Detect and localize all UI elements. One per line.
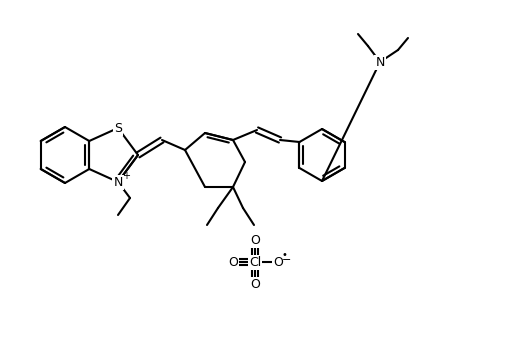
Text: O: O (273, 255, 283, 269)
Text: −: − (282, 255, 291, 265)
Text: •: • (281, 250, 287, 260)
Text: O: O (250, 234, 260, 246)
Text: O: O (250, 278, 260, 290)
Text: Cl: Cl (249, 255, 261, 269)
Text: N: N (375, 56, 385, 68)
Text: +: + (122, 171, 130, 181)
Text: N: N (113, 176, 123, 188)
Text: O: O (228, 255, 238, 269)
Text: S: S (114, 121, 122, 135)
